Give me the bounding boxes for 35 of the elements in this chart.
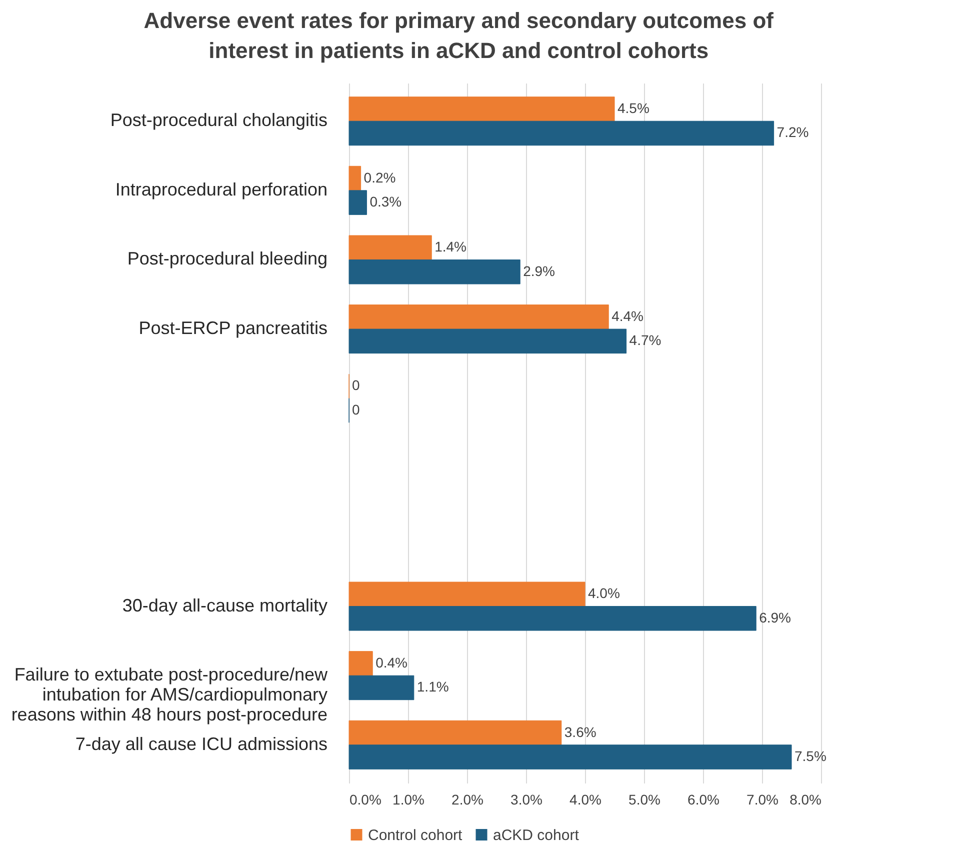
x-tick-label: 1.0% — [392, 792, 424, 808]
data-label: 4.5% — [618, 100, 650, 116]
data-label: 4.7% — [629, 332, 662, 348]
y-tick-label: Failure to extubate post-procedure/new intubation for AMS/cardiopulmonary reasons within 48 hours post-procedure — [11, 664, 328, 725]
x-tick-label: 4.0% — [570, 792, 602, 808]
data-label: 3.6% — [564, 724, 596, 740]
legend-label: aCKD cohort — [493, 826, 580, 844]
data-label: 0.4% — [376, 654, 408, 670]
data-label: 7.5% — [794, 748, 826, 764]
chart-title: Adverse event rates for primary and secondary outcomes of interest in patients in aCKD and control cohorts — [144, 8, 774, 63]
x-tick-label: 2.0% — [452, 792, 484, 808]
y-tick-label: Post-procedural cholangitis — [110, 110, 328, 130]
data-label: 1.1% — [416, 678, 449, 695]
x-tick-label: 6.0% — [688, 792, 720, 808]
y-tick-label: 7-day all cause ICU admissions — [75, 734, 328, 754]
y-tick-label: Post-procedural bleeding — [127, 248, 328, 269]
x-tick-label: 3.0% — [510, 792, 542, 808]
y-tick-label: 30-day all-cause mortality — [122, 595, 328, 616]
x-tick-label: 8.0% — [790, 792, 822, 808]
legend-label: Control cohort — [368, 826, 464, 844]
y-tick-label: Intraprocedural perforation — [115, 179, 328, 200]
x-tick-label: 5.0% — [628, 792, 660, 808]
x-tick-label: 0.0% — [350, 792, 382, 808]
data-label: 0.3% — [370, 194, 402, 210]
data-label: 7.2% — [776, 124, 809, 140]
data-label: 0.2% — [364, 169, 396, 186]
data-label: 0 — [352, 401, 360, 418]
data-label: 0 — [352, 377, 360, 394]
data-label: 4.0% — [588, 585, 620, 602]
data-label: 2.9% — [523, 262, 556, 279]
data-label: 1.4% — [434, 238, 467, 255]
data-label: 6.9% — [759, 609, 792, 626]
data-label: 4.4% — [612, 308, 644, 324]
y-tick-label: Post-ERCP pancreatitis — [138, 318, 328, 338]
x-tick-label: 7.0% — [746, 792, 778, 808]
